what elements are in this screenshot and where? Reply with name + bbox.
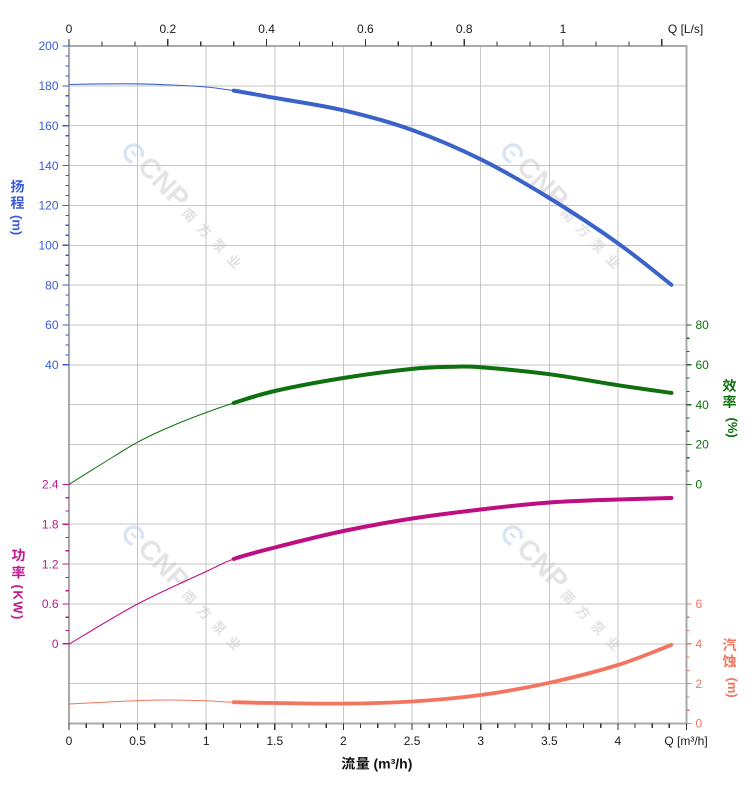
svg-text:2.4: 2.4: [42, 478, 59, 492]
svg-text:2: 2: [340, 734, 347, 748]
svg-text:3.5: 3.5: [541, 734, 558, 748]
svg-text:0: 0: [696, 717, 703, 731]
svg-text:100: 100: [38, 239, 58, 253]
svg-text:1: 1: [560, 22, 567, 36]
svg-text:(KW): (KW): [11, 585, 26, 621]
svg-text:40: 40: [45, 358, 59, 372]
svg-text:1.8: 1.8: [42, 517, 59, 531]
svg-text:(m³/h): (m³/h): [374, 756, 413, 772]
svg-text:0.6: 0.6: [357, 22, 374, 36]
svg-text:6: 6: [696, 597, 703, 611]
svg-text:20: 20: [696, 438, 710, 452]
svg-text:80: 80: [45, 278, 59, 292]
svg-text:0.4: 0.4: [258, 22, 275, 36]
svg-text:4: 4: [696, 637, 703, 651]
svg-text:1.5: 1.5: [266, 734, 283, 748]
svg-text:Q [m³/h]: Q [m³/h]: [664, 734, 707, 748]
svg-text:80: 80: [696, 318, 710, 332]
svg-text:2.5: 2.5: [404, 734, 421, 748]
svg-text:0.8: 0.8: [456, 22, 473, 36]
svg-text:(%): (%): [725, 418, 740, 438]
svg-text:140: 140: [38, 159, 58, 173]
svg-text:(m): (m): [10, 215, 25, 235]
svg-text:0.6: 0.6: [42, 597, 59, 611]
svg-text:Q [L/s]: Q [L/s]: [668, 22, 703, 36]
svg-text:60: 60: [696, 358, 710, 372]
svg-text:0.2: 0.2: [159, 22, 176, 36]
svg-text:4: 4: [615, 734, 622, 748]
svg-text:120: 120: [38, 199, 58, 213]
svg-text:180: 180: [38, 79, 58, 93]
svg-text:0: 0: [52, 637, 59, 651]
svg-text:160: 160: [38, 119, 58, 133]
svg-text:0.5: 0.5: [129, 734, 146, 748]
svg-text:200: 200: [38, 39, 58, 53]
svg-text:1.2: 1.2: [42, 557, 59, 571]
svg-text:60: 60: [45, 318, 59, 332]
svg-text:(m): (m): [725, 678, 740, 698]
svg-text:0: 0: [696, 478, 703, 492]
svg-text:2: 2: [696, 677, 703, 691]
svg-text:1: 1: [203, 734, 210, 748]
svg-text:0: 0: [66, 22, 73, 36]
svg-text:40: 40: [696, 398, 710, 412]
svg-text:3: 3: [477, 734, 484, 748]
svg-text:0: 0: [66, 734, 73, 748]
